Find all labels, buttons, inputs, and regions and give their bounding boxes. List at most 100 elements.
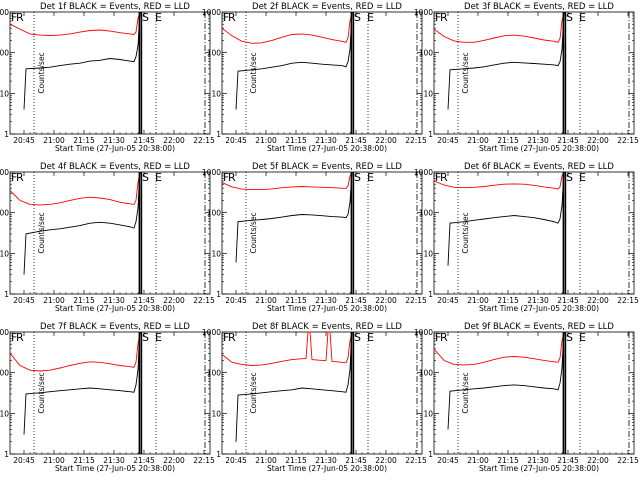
chart-panel-det-3f: Det 3f BLACK = Events, RED = LLD Counts/s… bbox=[414, 2, 639, 153]
x-tick-label: 21:30 bbox=[315, 136, 337, 145]
marker-r: R bbox=[16, 11, 24, 24]
y-axis-label: Counts/sec bbox=[37, 52, 46, 93]
x-tick-label: 21:00 bbox=[43, 136, 65, 145]
plot-frame bbox=[433, 11, 635, 135]
chart-title: Det 1f BLACK = Events, RED = LLD bbox=[40, 2, 190, 12]
marker-r: R bbox=[440, 171, 448, 184]
y-tick-label: 10 bbox=[423, 409, 433, 418]
x-tick-label: 21:30 bbox=[527, 136, 549, 145]
marker-s: S bbox=[142, 331, 149, 344]
y-tick-label: 1 bbox=[4, 130, 9, 139]
x-tick-label: 21:15 bbox=[285, 456, 307, 465]
plot-frame bbox=[433, 331, 635, 455]
chart-title: Det 3f BLACK = Events, RED = LLD bbox=[464, 2, 614, 12]
x-tick-label: 21:30 bbox=[315, 296, 337, 305]
x-tick-label: 21:15 bbox=[497, 136, 519, 145]
marker-s: S bbox=[354, 331, 361, 344]
chart-title: Det 9f BLACK = Events, RED = LLD bbox=[464, 322, 614, 332]
marker-f: F bbox=[223, 331, 229, 344]
series-line-events bbox=[235, 331, 353, 442]
marker-r: R bbox=[16, 331, 24, 344]
x-tick-label: 20:45 bbox=[225, 296, 247, 305]
chart-panel-det-8f: Det 8f BLACK = Events, RED = LLD Counts/s… bbox=[202, 322, 427, 473]
x-tick-label: 22:00 bbox=[163, 456, 185, 465]
marker-r: R bbox=[228, 171, 236, 184]
x-tick-label: 22:15 bbox=[617, 136, 639, 145]
x-tick-label: 20:45 bbox=[13, 456, 35, 465]
y-tick-label: 1 bbox=[216, 130, 221, 139]
x-axis-label: Start Time (27-Jun-05 20:38:00) bbox=[55, 464, 175, 473]
y-tick-label: 10 bbox=[211, 409, 221, 418]
plot-frame bbox=[221, 11, 423, 135]
x-tick-label: 21:45 bbox=[557, 296, 579, 305]
x-tick-label: 21:15 bbox=[73, 136, 95, 145]
x-tick-label: 21:00 bbox=[467, 456, 489, 465]
x-tick-label: 22:00 bbox=[163, 296, 185, 305]
y-tick-label: 1000 bbox=[202, 328, 221, 337]
y-tick-label: 1 bbox=[4, 290, 9, 299]
y-tick-label: 100 bbox=[207, 369, 222, 378]
marker-e: E bbox=[155, 11, 162, 24]
x-axis-label: Start Time (27-Jun-05 20:38:00) bbox=[55, 144, 175, 153]
marker-e: E bbox=[367, 11, 374, 24]
chart-title: Det 5f BLACK = Events, RED = LLD bbox=[252, 162, 402, 172]
x-tick-label: 22:00 bbox=[587, 136, 609, 145]
marker-s: S bbox=[354, 171, 361, 184]
y-tick-label: 10 bbox=[423, 89, 433, 98]
marker-r: R bbox=[440, 331, 448, 344]
series-line-lld bbox=[433, 11, 565, 43]
x-tick-label: 21:15 bbox=[285, 296, 307, 305]
marker-s: S bbox=[566, 11, 573, 24]
y-axis-label: Counts/sec bbox=[461, 52, 470, 93]
x-tick-label: 20:45 bbox=[437, 136, 459, 145]
x-tick-label: 22:15 bbox=[405, 456, 427, 465]
y-tick-label: 100 bbox=[419, 369, 434, 378]
y-axis-label: Counts/sec bbox=[461, 372, 470, 413]
x-tick-label: 21:00 bbox=[255, 136, 277, 145]
x-tick-label: 22:15 bbox=[193, 136, 215, 145]
marker-s: S bbox=[566, 331, 573, 344]
marker-f: F bbox=[435, 331, 441, 344]
marker-f: F bbox=[11, 171, 17, 184]
x-tick-label: 21:45 bbox=[133, 296, 155, 305]
marker-f: F bbox=[223, 171, 229, 184]
chart-title: Det 6f BLACK = Events, RED = LLD bbox=[464, 162, 614, 172]
x-tick-label: 21:30 bbox=[103, 296, 125, 305]
chart-panel-det-1f: Det 1f BLACK = Events, RED = LLD Counts/s… bbox=[0, 2, 215, 153]
x-tick-label: 21:45 bbox=[345, 296, 367, 305]
x-tick-label: 20:45 bbox=[13, 136, 35, 145]
y-tick-label: 1000 bbox=[414, 168, 433, 177]
x-tick-label: 21:15 bbox=[497, 296, 519, 305]
x-tick-label: 21:30 bbox=[103, 136, 125, 145]
x-tick-label: 21:45 bbox=[133, 136, 155, 145]
marker-r: R bbox=[228, 11, 236, 24]
y-axis-label: Counts/sec bbox=[249, 212, 258, 253]
marker-e: E bbox=[579, 171, 586, 184]
series-line-events bbox=[23, 11, 141, 110]
y-tick-label: 100 bbox=[419, 49, 434, 58]
y-tick-label: 10 bbox=[423, 249, 433, 258]
y-tick-label: 1 bbox=[428, 450, 433, 459]
series-line-lld bbox=[9, 331, 141, 372]
x-axis-label: Start Time (27-Jun-05 20:38:00) bbox=[267, 304, 387, 313]
chart-panel-det-2f: Det 2f BLACK = Events, RED = LLD Counts/s… bbox=[202, 2, 427, 153]
x-tick-label: 21:45 bbox=[133, 456, 155, 465]
x-axis-label: Start Time (27-Jun-05 20:38:00) bbox=[479, 144, 599, 153]
x-tick-label: 21:45 bbox=[345, 136, 367, 145]
x-tick-label: 20:45 bbox=[13, 296, 35, 305]
marker-r: R bbox=[16, 171, 24, 184]
series-line-events bbox=[235, 171, 353, 263]
x-tick-label: 21:15 bbox=[497, 456, 519, 465]
x-tick-label: 21:30 bbox=[527, 456, 549, 465]
series-line-events bbox=[23, 331, 141, 435]
x-tick-label: 21:15 bbox=[285, 136, 307, 145]
marker-s: S bbox=[142, 171, 149, 184]
plot-frame bbox=[221, 331, 423, 455]
y-tick-label: 10 bbox=[0, 89, 9, 98]
series-line-events bbox=[447, 11, 565, 110]
y-tick-label: 1000 bbox=[0, 8, 9, 17]
y-tick-label: 1000 bbox=[414, 328, 433, 337]
marker-s: S bbox=[354, 11, 361, 24]
